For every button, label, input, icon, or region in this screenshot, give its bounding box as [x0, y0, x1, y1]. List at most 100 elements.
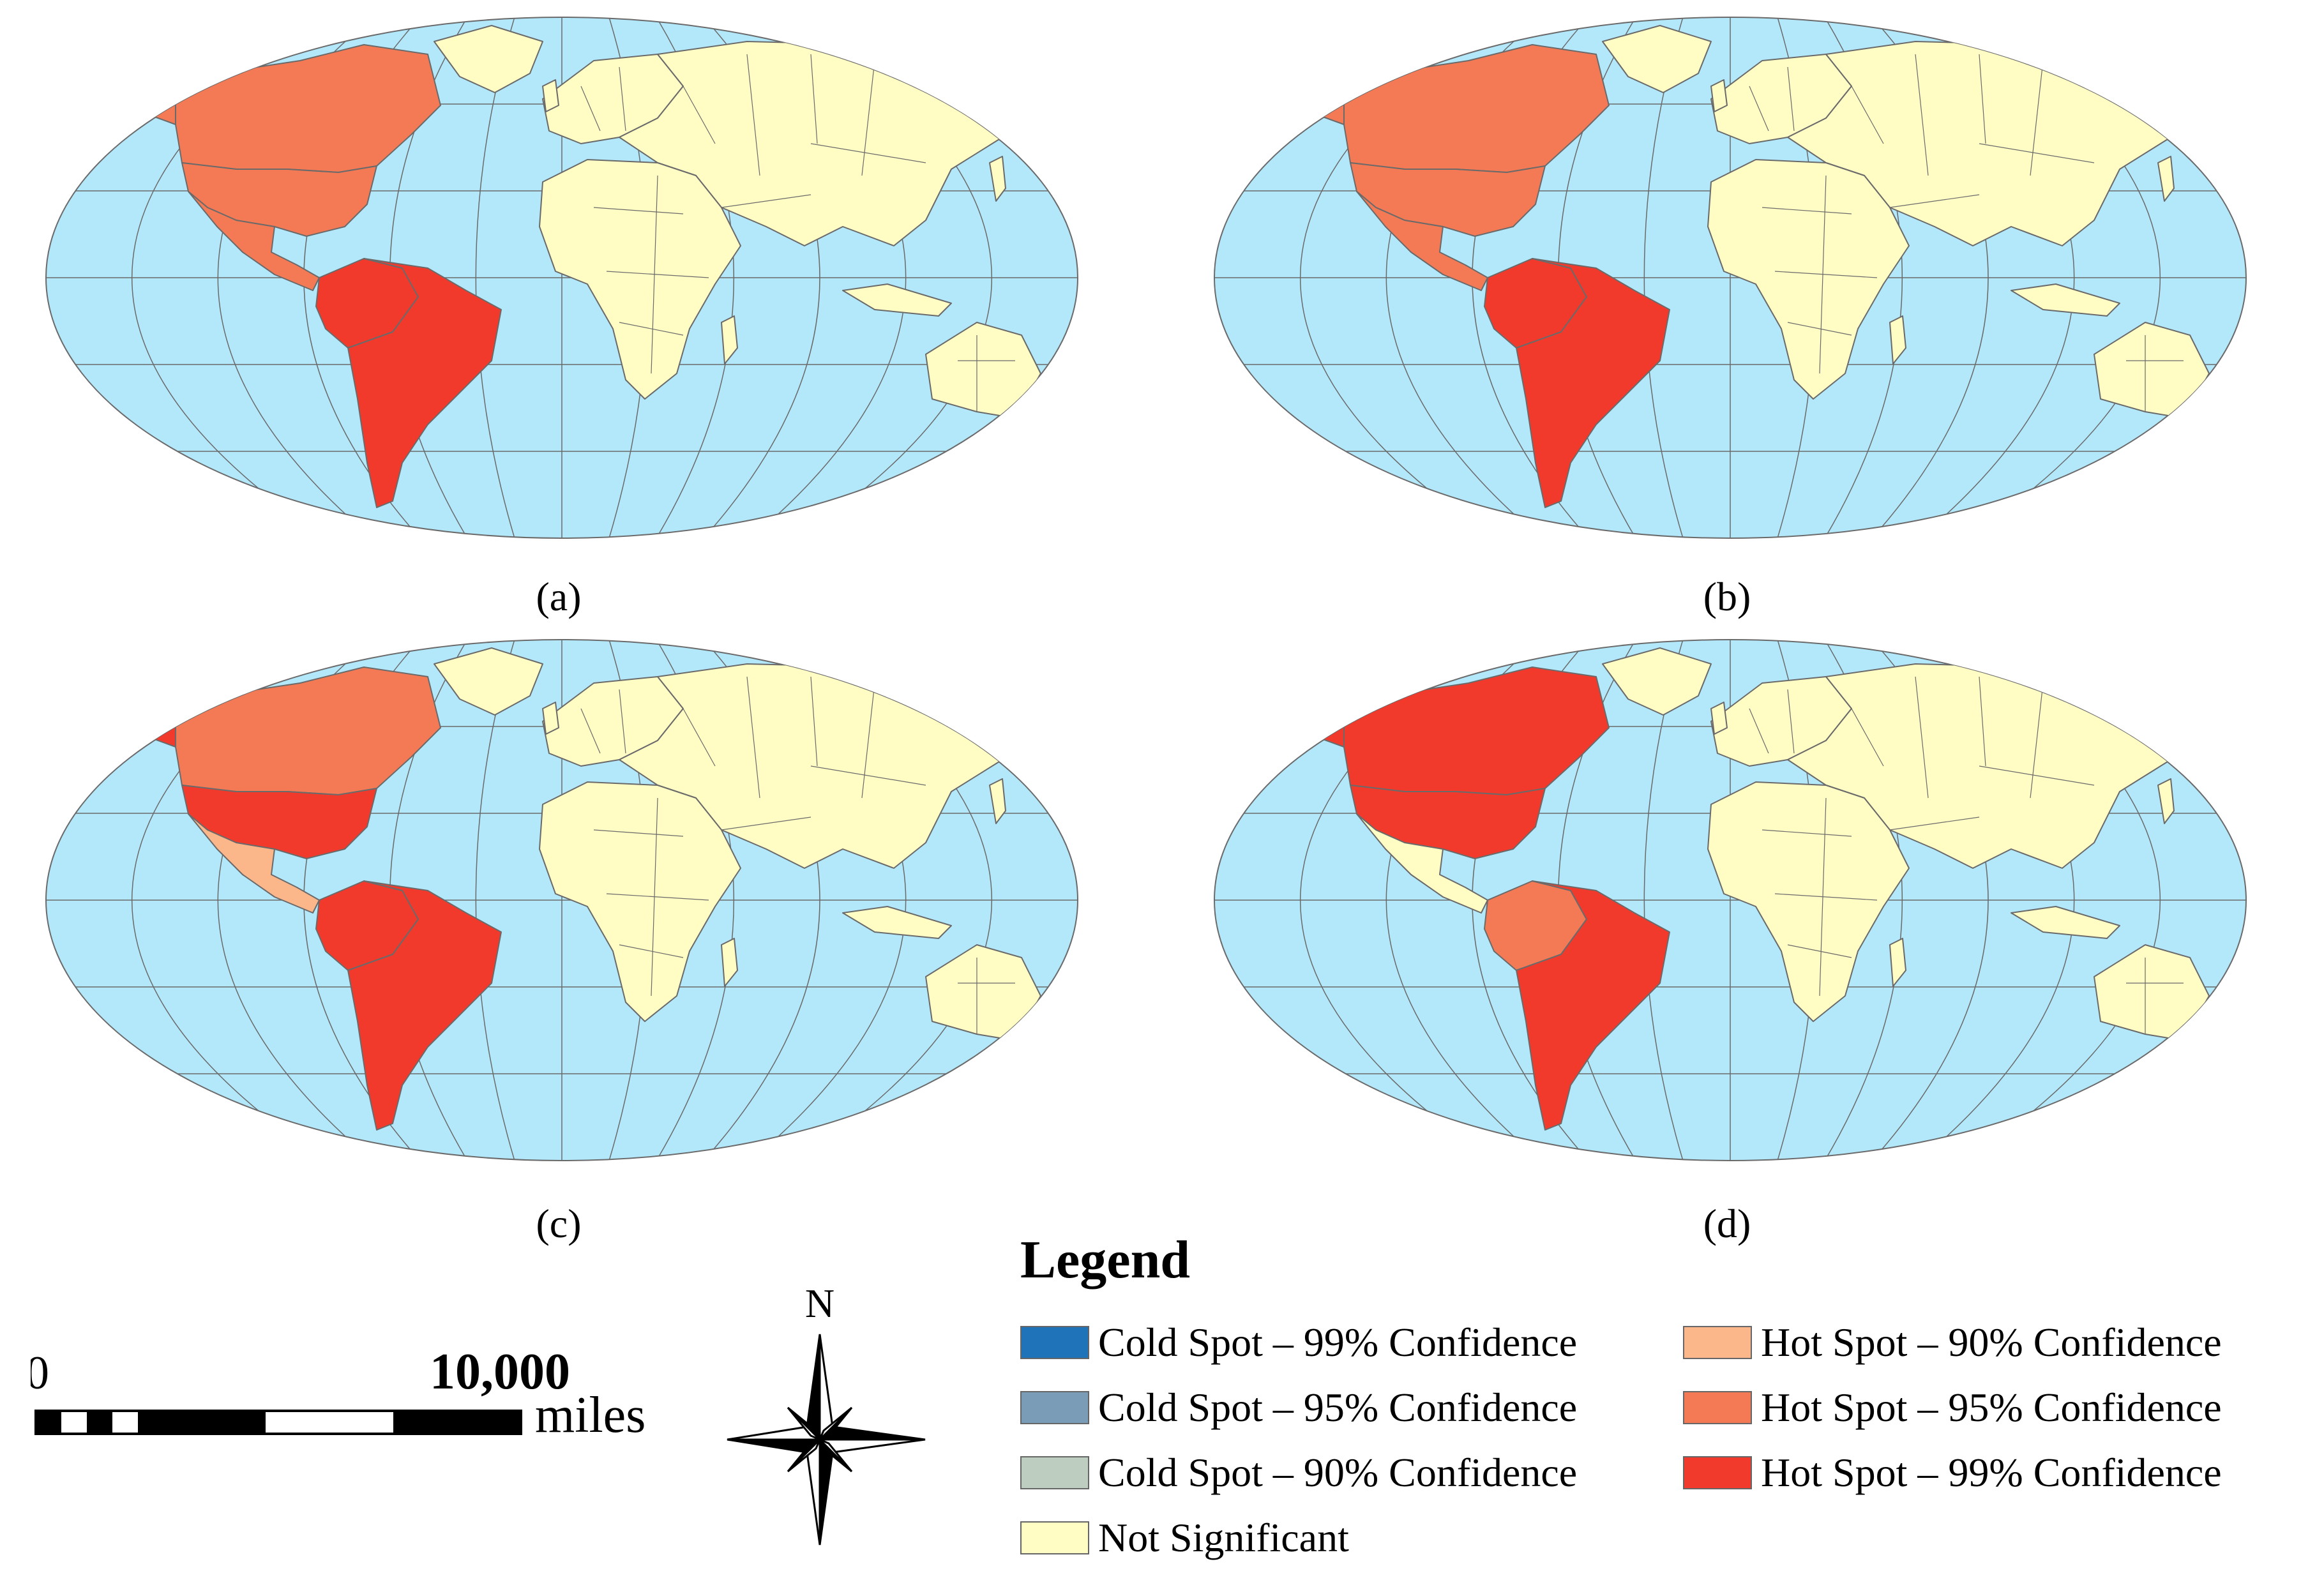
- country-border: [1787, 689, 1795, 754]
- legend-swatch: [1020, 1521, 1089, 1554]
- country-border: [2030, 60, 2044, 176]
- region-madagascar: [1889, 938, 1906, 987]
- country-border: [1889, 816, 1980, 831]
- map-panel-b: [1213, 16, 2247, 539]
- scale-bar: 0 10,000 miles: [31, 1350, 645, 1443]
- region-south-america-main: [1516, 880, 1670, 1131]
- scale-bar-segment: [87, 1411, 112, 1434]
- legend-label: Cold Spot – 90% Confidence: [1098, 1450, 1578, 1495]
- country-border: [810, 765, 926, 786]
- world-map: [1214, 639, 2247, 1161]
- country-border: [619, 689, 626, 754]
- legend-swatch: [1020, 1456, 1089, 1489]
- country-border: [810, 143, 926, 163]
- country-border: [721, 194, 811, 208]
- country-border: [683, 708, 716, 767]
- scale-end-label: 10,000: [430, 1350, 570, 1400]
- world-map: [45, 17, 1078, 539]
- legend-item-cold-95: Cold Spot – 95% Confidence: [1020, 1385, 1577, 1430]
- country-border: [580, 86, 601, 132]
- region-newzealand: [2215, 424, 2238, 463]
- country-border: [580, 708, 601, 754]
- country-border: [861, 60, 875, 176]
- country-border: [746, 54, 760, 176]
- region-uk: [1710, 702, 1728, 735]
- country-border: [1762, 207, 1852, 214]
- caption-b: (b): [1703, 574, 1751, 619]
- region-indonesia: [842, 906, 952, 939]
- region-indonesia: [2011, 906, 2120, 939]
- map-panel-d: [1213, 638, 2247, 1162]
- country-border: [810, 54, 818, 144]
- region-greenland: [434, 25, 543, 93]
- country-border: [1851, 708, 1884, 767]
- legend-swatch: [1683, 1391, 1752, 1424]
- caption-a: (a): [536, 574, 582, 619]
- country-border: [1787, 322, 1852, 336]
- region-uk: [542, 702, 559, 735]
- legend-swatch: [1020, 1326, 1089, 1359]
- country-border: [1979, 765, 2095, 786]
- north-label: N: [805, 1286, 834, 1326]
- north-arrow-icon: N: [727, 1286, 926, 1546]
- country-border: [619, 322, 684, 336]
- scale-bar-segment: [36, 1411, 61, 1434]
- region-mexico-central: [1356, 191, 1488, 291]
- region-greenland: [1602, 25, 1712, 93]
- legend-label: Not Significant: [1098, 1515, 1349, 1560]
- legend-label: Cold Spot – 95% Confidence: [1098, 1385, 1578, 1430]
- region-japan: [989, 156, 1006, 202]
- region-mexico-central: [1356, 813, 1488, 914]
- legend-item-not-significant: Not Significant: [1020, 1515, 1349, 1560]
- region-greenland: [434, 647, 543, 716]
- country-border: [1787, 66, 1795, 132]
- legend-label: Cold Spot – 99% Confidence: [1098, 1320, 1578, 1365]
- country-border: [1979, 143, 2095, 163]
- region-africa: [539, 159, 741, 400]
- map-panel-a: [45, 16, 1079, 539]
- region-indonesia: [2011, 283, 2120, 317]
- legend-item-hot-90: Hot Spot – 90% Confidence: [1683, 1320, 2222, 1365]
- country-border: [1819, 175, 1827, 374]
- country-border: [1749, 86, 1769, 132]
- region-madagascar: [721, 315, 738, 365]
- country-border: [1889, 194, 1980, 208]
- region-uk: [542, 79, 559, 112]
- country-border: [683, 86, 716, 144]
- legend-item-hot-95: Hot Spot – 95% Confidence: [1683, 1385, 2222, 1430]
- country-border: [1787, 944, 1852, 958]
- region-japan: [989, 778, 1006, 824]
- legend-swatch: [1020, 1391, 1089, 1424]
- region-madagascar: [1889, 315, 1906, 365]
- world-map: [1214, 17, 2247, 539]
- region-indonesia: [842, 283, 952, 317]
- legend-label: Hot Spot – 95% Confidence: [1761, 1385, 2222, 1430]
- region-africa: [1707, 781, 1910, 1022]
- legend-item-cold-99: Cold Spot – 99% Confidence: [1020, 1320, 1577, 1365]
- region-south-america-main: [347, 880, 502, 1131]
- land-layer: [114, 647, 1070, 1131]
- land-layer: [1283, 25, 2238, 508]
- country-border: [593, 207, 684, 214]
- country-border: [606, 271, 709, 278]
- country-border: [619, 66, 626, 132]
- region-africa: [539, 781, 741, 1022]
- legend-title: Legend: [1020, 1230, 1191, 1290]
- caption-c: (c): [536, 1201, 582, 1246]
- legend-item-hot-99: Hot Spot – 99% Confidence: [1683, 1450, 2222, 1495]
- legend-label: Hot Spot – 90% Confidence: [1761, 1320, 2222, 1365]
- region-madagascar: [721, 938, 738, 987]
- region-uk: [1710, 79, 1728, 112]
- legend-label: Hot Spot – 99% Confidence: [1761, 1450, 2222, 1495]
- region-japan: [2157, 156, 2175, 202]
- country-border: [1979, 676, 1986, 767]
- scale-bar-segment: [138, 1411, 266, 1434]
- region-africa: [1707, 159, 1910, 400]
- country-border: [606, 893, 709, 901]
- country-border: [1915, 54, 1929, 176]
- country-border: [721, 816, 811, 831]
- world-map: [45, 639, 1078, 1161]
- map-panel-c: [45, 638, 1079, 1162]
- country-border: [1915, 676, 1929, 799]
- country-border: [2030, 682, 2044, 799]
